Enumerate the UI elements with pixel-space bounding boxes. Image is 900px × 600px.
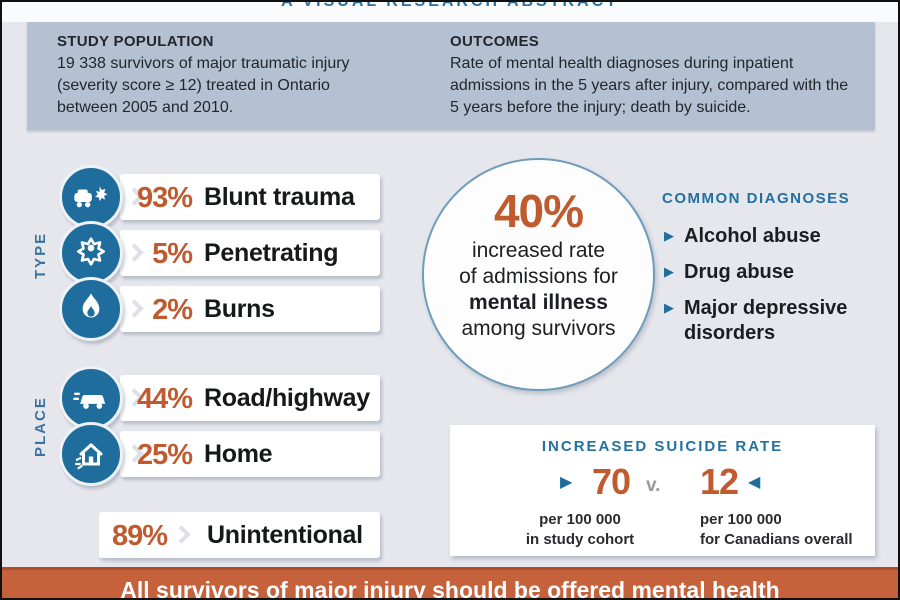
common-diagnoses-list: ▶ Alcohol abuse ▶ Drug abuse ▶ Major dep…: [664, 224, 879, 357]
triangle-left-icon: ◀: [748, 474, 761, 491]
stat-label: Unintentional: [207, 521, 363, 549]
stat-label: Road/highway: [204, 384, 370, 412]
chevron-right-icon: [172, 525, 191, 544]
car-pedestrian-crash-icon: [59, 165, 123, 229]
suicide-rate-heading: INCREASED SUICIDE RATE: [541, 438, 784, 455]
stat-percent: 93%: [136, 182, 193, 214]
stat-label: Penetrating: [204, 239, 339, 267]
list-item: ▶ Drug abuse: [664, 260, 879, 285]
suicide-rate-cohort-caption: per 100 000 in study cohort: [505, 510, 655, 550]
triangle-bullet-icon: ▶: [664, 264, 674, 279]
house-crash-icon: [59, 422, 123, 486]
stat-row-penetrating: 5% Penetrating: [2, 221, 422, 285]
outcomes-column: OUTCOMES Rate of mental health diagnoses…: [450, 33, 850, 119]
key-finding-line-bold: mental illness: [469, 291, 608, 314]
stat-bar: 5% Penetrating: [120, 230, 380, 276]
triangle-bullet-icon: ▶: [664, 300, 674, 315]
versus-label: v.: [646, 475, 661, 496]
study-population-heading: STUDY POPULATION: [57, 33, 214, 50]
stat-bar: 44% Road/highway: [120, 375, 380, 421]
triangle-right-icon: ▶: [560, 474, 573, 491]
stat-percent: 25%: [136, 439, 193, 471]
stat-bar: 2% Burns: [120, 286, 380, 332]
title-strip: A VISUAL RESEARCH ABSTRACT: [2, 2, 898, 22]
stat-label: Burns: [204, 295, 275, 323]
flame-icon: [59, 277, 123, 341]
conclusion-text: All survivors of major injury should be …: [120, 577, 780, 600]
list-item: ▶ Alcohol abuse: [664, 224, 879, 249]
key-finding-line: increased rate: [471, 239, 606, 262]
outcomes-body: Rate of mental health diagnoses during i…: [450, 55, 849, 117]
diagnosis-label: Drug abuse: [684, 261, 795, 283]
outcomes-heading: OUTCOMES: [450, 33, 540, 50]
study-population-body: 19 338 survivors of major traumatic inju…: [57, 55, 350, 117]
stat-label: Blunt trauma: [204, 183, 355, 211]
stat-percent: 89%: [111, 520, 168, 552]
conclusion-banner: All survivors of major injury should be …: [2, 567, 898, 600]
stat-percent: 5%: [152, 238, 193, 270]
stat-row-unintentional: 89% Unintentional: [2, 512, 422, 558]
study-population-column: STUDY POPULATION 19 338 survivors of maj…: [57, 33, 387, 119]
suicide-rate-overall-caption: per 100 000 for Canadians overall: [700, 510, 870, 550]
caption-line: in study cohort: [525, 531, 635, 548]
page-title: A VISUAL RESEARCH ABSTRACT: [2, 2, 898, 11]
stat-label: Home: [204, 440, 273, 468]
stat-bar: 25% Home: [120, 431, 380, 477]
stat-percent: 44%: [136, 383, 193, 415]
stat-row-home: 25% Home: [2, 422, 422, 486]
suicide-rate-box: INCREASED SUICIDE RATE ▶ 70 v. 12 ◀ per …: [450, 425, 875, 556]
stat-bar: 89% Unintentional: [99, 512, 380, 558]
common-diagnoses-heading: COMMON DIAGNOSES: [662, 190, 851, 207]
caption-line: per 100 000: [700, 511, 782, 528]
star-burst-icon: [59, 221, 123, 285]
caption-line: per 100 000: [539, 511, 621, 528]
stat-row-road-highway: 44% Road/highway: [2, 366, 422, 430]
key-finding-line: of admissions for: [459, 265, 618, 288]
diagnosis-label: Alcohol abuse: [684, 225, 821, 247]
triangle-bullet-icon: ▶: [664, 228, 674, 243]
key-finding-circle: 40% increased rate of admissions for men…: [422, 158, 655, 391]
car-icon: [59, 366, 123, 430]
caption-line: for Canadians overall: [700, 531, 853, 548]
stat-percent: 2%: [152, 294, 193, 326]
stat-row-blunt-trauma: 93% Blunt trauma: [2, 165, 422, 229]
header-box: STUDY POPULATION 19 338 survivors of maj…: [27, 22, 875, 130]
stat-bar: 93% Blunt trauma: [120, 174, 380, 220]
key-finding-line: among survivors: [461, 317, 616, 340]
suicide-rate-cohort-value: 70: [592, 461, 631, 502]
suicide-rate-overall-value: 12: [700, 461, 739, 502]
key-finding-percent: 40%: [493, 185, 584, 237]
diagnosis-label: Major depressive disorders: [684, 297, 848, 344]
list-item: ▶ Major depressive disorders: [664, 296, 879, 346]
stat-row-burns: 2% Burns: [2, 277, 422, 341]
